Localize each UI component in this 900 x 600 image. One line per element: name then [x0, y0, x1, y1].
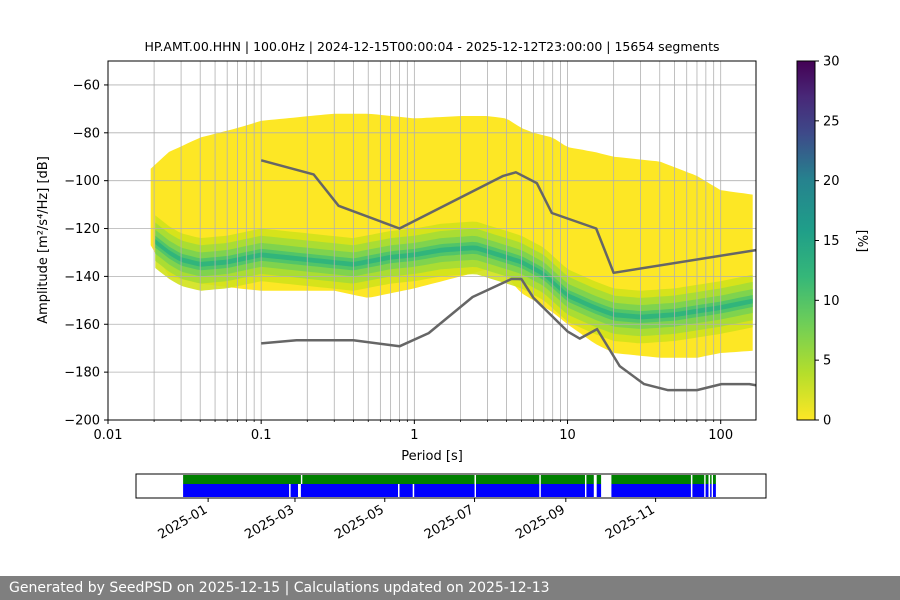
footer-bar: Generated by SeedPSD on 2025-12-15 | Cal…	[0, 576, 900, 600]
timeline-segment	[713, 475, 716, 484]
y-tick-label: −180	[64, 366, 100, 381]
timeline-segment	[586, 475, 594, 484]
timeline-tick-label: 2025-05	[332, 502, 387, 542]
timeline-tick-label: 2025-01	[156, 502, 211, 542]
colorbar-tick-label: 20	[823, 174, 840, 189]
timeline-bars	[183, 475, 716, 497]
data-availability-timeline: 2025-01 2025-03 2025-05 2025-07 2025-09 2025-…	[135, 473, 767, 543]
footer-text: Generated by SeedPSD on 2025-12-15 | Cal…	[9, 580, 550, 596]
timeline-tick-label: 2025-07	[422, 502, 477, 542]
timeline-segment	[300, 484, 398, 497]
timeline-segment	[414, 484, 475, 497]
timeline-segment	[183, 484, 290, 497]
y-axis-label: Amplitude [m²/s⁴/Hz] [dB]	[36, 156, 51, 324]
colorbar: 0 5 10 15 20 25 30 [%]	[796, 55, 869, 429]
timeline-tick-label: 2025-11	[603, 502, 658, 542]
colorbar-tick-label: 10	[823, 294, 840, 309]
x-tick-label: 100	[708, 428, 733, 443]
colorbar-tick-label: 5	[823, 354, 831, 369]
timeline-segment	[399, 484, 413, 497]
psd-plot-area: 0.01 0.1 1 10 100 −200 −180 −160 −140 −120 −100 −80…	[64, 60, 757, 443]
y-tick-label: −100	[64, 174, 100, 189]
timeline-segment	[290, 484, 298, 497]
y-tick-label: −200	[64, 414, 100, 429]
y-tick-label: −80	[73, 126, 100, 141]
x-tick-label: 1	[410, 428, 418, 443]
nhnm-curve	[260, 159, 756, 275]
psd-figure: HP.AMT.00.HHN | 100.0Hz | 2024-12-15T00:…	[36, 39, 869, 543]
colorbar-gradient	[796, 60, 816, 421]
nlnm-curve	[261, 277, 756, 392]
timeline-segment	[611, 475, 691, 484]
timeline-segment	[540, 484, 585, 497]
timeline-segment	[586, 484, 594, 497]
colorbar-tick-label: 15	[823, 234, 840, 249]
timeline-segment	[692, 475, 705, 484]
timeline-segment	[710, 484, 712, 497]
timeline-segment	[611, 484, 691, 497]
timeline-segment	[183, 475, 301, 484]
x-tick-label: 10	[559, 428, 576, 443]
timeline-segment	[692, 484, 705, 497]
y-tick-label: −60	[73, 78, 100, 93]
colorbar-ticks: 0 5 10 15 20 25 30	[815, 55, 840, 429]
timeline-segment	[540, 475, 585, 484]
timeline-segment	[710, 475, 712, 484]
y-tick-label: −140	[64, 270, 100, 285]
y-tick-label: −160	[64, 318, 100, 333]
x-tick-label: 0.1	[251, 428, 272, 443]
plot-axes: 0.01 0.1 1 10 100 −200 −180 −160 −140 −120 −100 −80…	[64, 78, 733, 443]
timeline-segment	[705, 475, 709, 484]
colorbar-label: [%]	[854, 230, 869, 253]
mode-band-4	[155, 239, 753, 320]
y-tick-label: −120	[64, 222, 100, 237]
colorbar-tick-label: 25	[823, 114, 840, 129]
chart-title: HP.AMT.00.HHN | 100.0Hz | 2024-12-15T00:…	[144, 39, 719, 54]
timeline-segment	[476, 475, 540, 484]
noise-model-curves	[260, 159, 756, 392]
timeline-segment	[705, 484, 709, 497]
plot-frame	[107, 60, 757, 421]
timeline-axis: 2025-01 2025-03 2025-05 2025-07 2025-09 2025-…	[156, 498, 658, 543]
x-axis-label: Period [s]	[401, 449, 463, 464]
psd-density-heatmap	[150, 113, 753, 358]
colorbar-tick-label: 0	[823, 414, 831, 429]
x-tick-label: 0.01	[94, 428, 123, 443]
timeline-segment	[476, 484, 540, 497]
colorbar-tick-label: 30	[823, 55, 840, 70]
timeline-segment	[596, 484, 602, 497]
timeline-segment	[596, 475, 602, 484]
timeline-tick-label: 2025-09	[513, 502, 568, 542]
timeline-tick-label: 2025-03	[242, 502, 297, 542]
timeline-segment	[302, 475, 475, 484]
timeline-segment	[713, 484, 716, 497]
